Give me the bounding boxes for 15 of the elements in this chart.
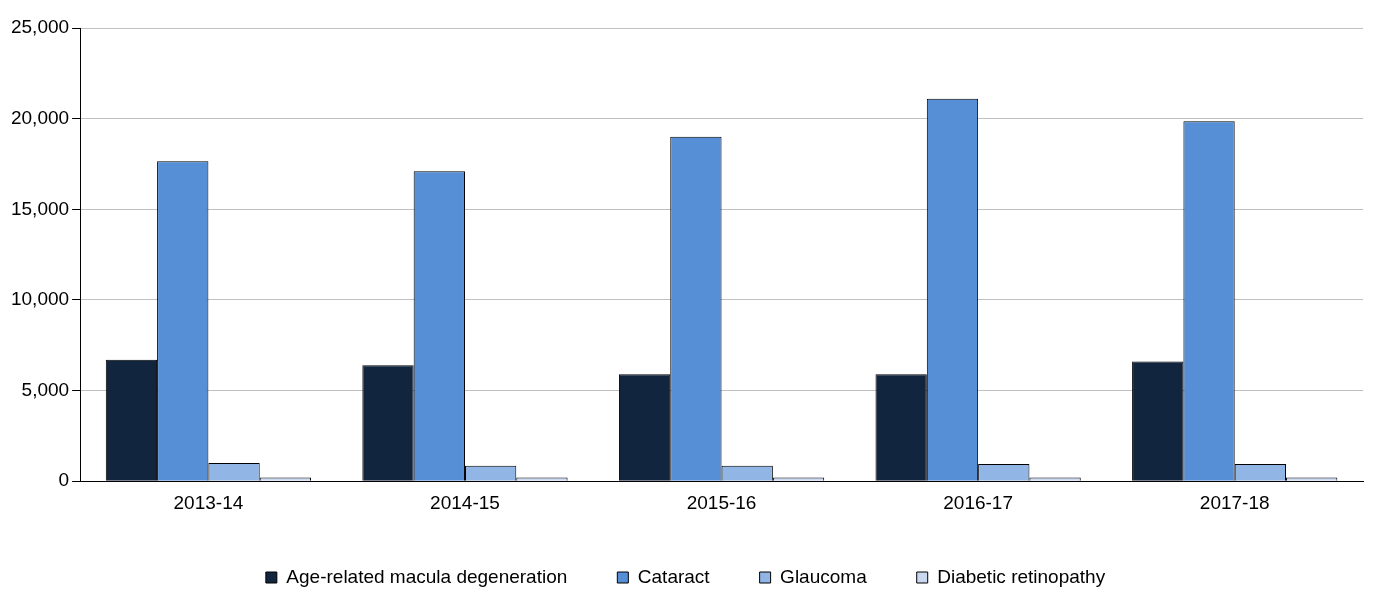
x-tick-label: 2016-17 [943,491,1013,513]
y-tick-label: 20,000 [10,106,70,128]
legend-label: Cataract [637,565,711,587]
y-tick-label: 5,000 [21,378,70,400]
legend-label: Glaucoma [780,565,868,587]
legend-label: Age-related macula degeneration [286,565,568,587]
y-tick-label: 15,000 [10,197,70,219]
legend-label: Diabetic retinopathy [937,565,1106,587]
y-tick-label: 25,000 [10,16,70,38]
y-tick-label: 10,000 [10,288,70,310]
x-tick-label: 2017-18 [1199,491,1270,513]
x-tick-label: 2015-16 [686,491,757,513]
y-tick-label: 0 [58,469,70,491]
x-tick-label: 2014-15 [430,491,500,513]
x-tick-label: 2013-14 [173,491,244,513]
